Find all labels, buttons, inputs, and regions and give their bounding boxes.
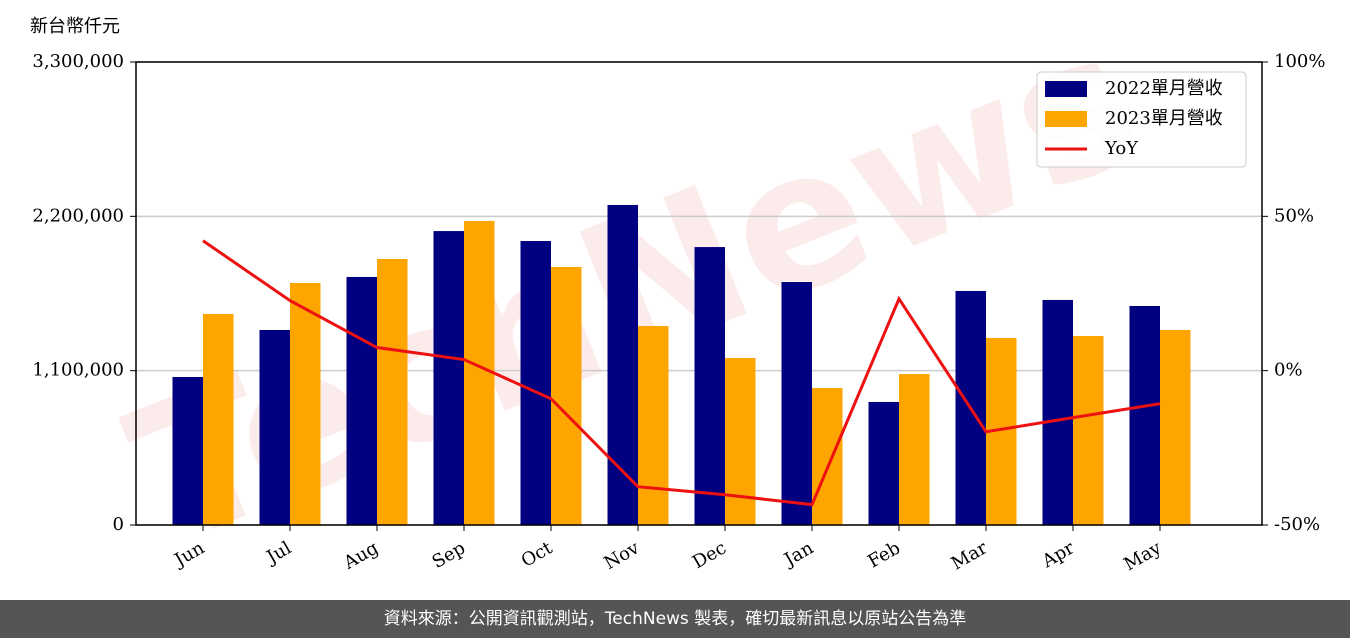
- y-tick-label: 2,200,000: [32, 205, 124, 226]
- bar: [812, 388, 843, 525]
- y2-tick-label: -50%: [1274, 514, 1320, 535]
- legend: 2022單月營收 2023單月營收 YoY: [1036, 71, 1247, 168]
- x-tick-label: Dec: [689, 537, 730, 573]
- x-tick-label: Jan: [779, 537, 817, 571]
- y-tick-label: 1,100,000: [32, 360, 124, 381]
- legend-box: [1036, 71, 1247, 168]
- bar: [520, 241, 551, 525]
- legend-label: YoY: [1104, 138, 1139, 159]
- x-tick-label: May: [1120, 537, 1165, 575]
- bar: [377, 258, 408, 525]
- bar: [259, 329, 290, 525]
- bar: [638, 326, 669, 525]
- y-axis-label: 新台幣仟元: [30, 16, 120, 37]
- bar: [1129, 305, 1160, 525]
- y2-tick-label: 50%: [1274, 205, 1314, 226]
- x-tick-label: Mar: [948, 537, 992, 574]
- legend-swatch: [1045, 111, 1087, 127]
- y2-tick-label: 100%: [1274, 51, 1325, 72]
- bar: [290, 282, 321, 525]
- bar: [1160, 329, 1191, 525]
- y-tick-label: 0: [113, 514, 124, 535]
- bar: [899, 374, 930, 525]
- y-tick-label: 3,300,000: [32, 51, 124, 72]
- legend-label: 2022單月營收: [1105, 78, 1223, 99]
- chart: 新台幣仟元 TechNews01,100,0002,200,0003,300,0…: [30, 0, 1325, 588]
- bar: [1073, 336, 1104, 525]
- plot-frame: [135, 61, 1263, 526]
- x-tick-label: Oct: [518, 537, 557, 572]
- x-tick-label: Feb: [864, 537, 904, 572]
- bar: [1042, 299, 1073, 525]
- bar: [433, 231, 464, 525]
- legend-swatch: [1045, 81, 1087, 97]
- footer: 資料來源：公開資訊觀測站，TechNews 製表，確切最新訊息以原站公告為準: [0, 600, 1350, 638]
- bar: [172, 376, 203, 525]
- bar: [725, 358, 756, 525]
- x-tick-label: Sep: [429, 537, 469, 572]
- bar: [694, 247, 725, 525]
- x-tick-label: Aug: [339, 537, 382, 574]
- y2-tick-label: 0%: [1274, 360, 1303, 381]
- x-tick-label: Apr: [1038, 537, 1078, 572]
- bar: [551, 266, 582, 525]
- bar: [868, 401, 899, 525]
- bar: [464, 220, 495, 526]
- bar: [203, 313, 234, 525]
- bar: [346, 276, 377, 525]
- legend-label: 2023單月營收: [1105, 108, 1223, 129]
- bar: [607, 204, 638, 525]
- yoy-line: [202, 239, 1161, 507]
- bar: [781, 281, 812, 525]
- x-tick-label: Nov: [601, 537, 644, 574]
